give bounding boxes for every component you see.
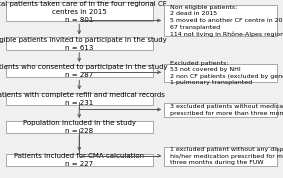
FancyBboxPatch shape: [6, 2, 153, 21]
FancyBboxPatch shape: [6, 93, 153, 105]
Text: Total patients taken care of in the four regional CF
centres in 2015
n = 801: Total patients taken care of in the four…: [0, 1, 167, 23]
FancyBboxPatch shape: [6, 37, 153, 50]
FancyBboxPatch shape: [6, 121, 153, 133]
Text: 1 excluded patient without any dispensation for
his/her medication prescribed fo: 1 excluded patient without any dispensat…: [170, 147, 283, 165]
FancyBboxPatch shape: [164, 147, 277, 166]
FancyBboxPatch shape: [6, 154, 153, 166]
Text: 3 excluded patients without medication
prescribed for more than three months: 3 excluded patients without medication p…: [170, 104, 283, 116]
Text: Population included in the study
n = 228: Population included in the study n = 228: [23, 120, 136, 134]
FancyBboxPatch shape: [6, 65, 153, 77]
FancyBboxPatch shape: [164, 64, 277, 82]
Text: Patients included for CMA calculation
n = 227: Patients included for CMA calculation n …: [14, 153, 144, 167]
Text: Patients with complete refill and medical records
n = 231: Patients with complete refill and medica…: [0, 92, 165, 106]
Text: Patients who consented to participate in the study
n = 287: Patients who consented to participate in…: [0, 64, 168, 78]
FancyBboxPatch shape: [164, 5, 277, 36]
Text: Excluded patients:
53 not covered by NHI
2 non CF patients (excluded by genetic : Excluded patients: 53 not covered by NHI…: [170, 61, 283, 85]
Text: Eligible patients invited to participate in the study
n = 613: Eligible patients invited to participate…: [0, 37, 167, 51]
Text: Non eligible patients:
2 dead in 2015
5 moved to another CF centre in 2015
67 tr: Non eligible patients: 2 dead in 2015 5 …: [170, 5, 283, 37]
FancyBboxPatch shape: [164, 103, 277, 117]
